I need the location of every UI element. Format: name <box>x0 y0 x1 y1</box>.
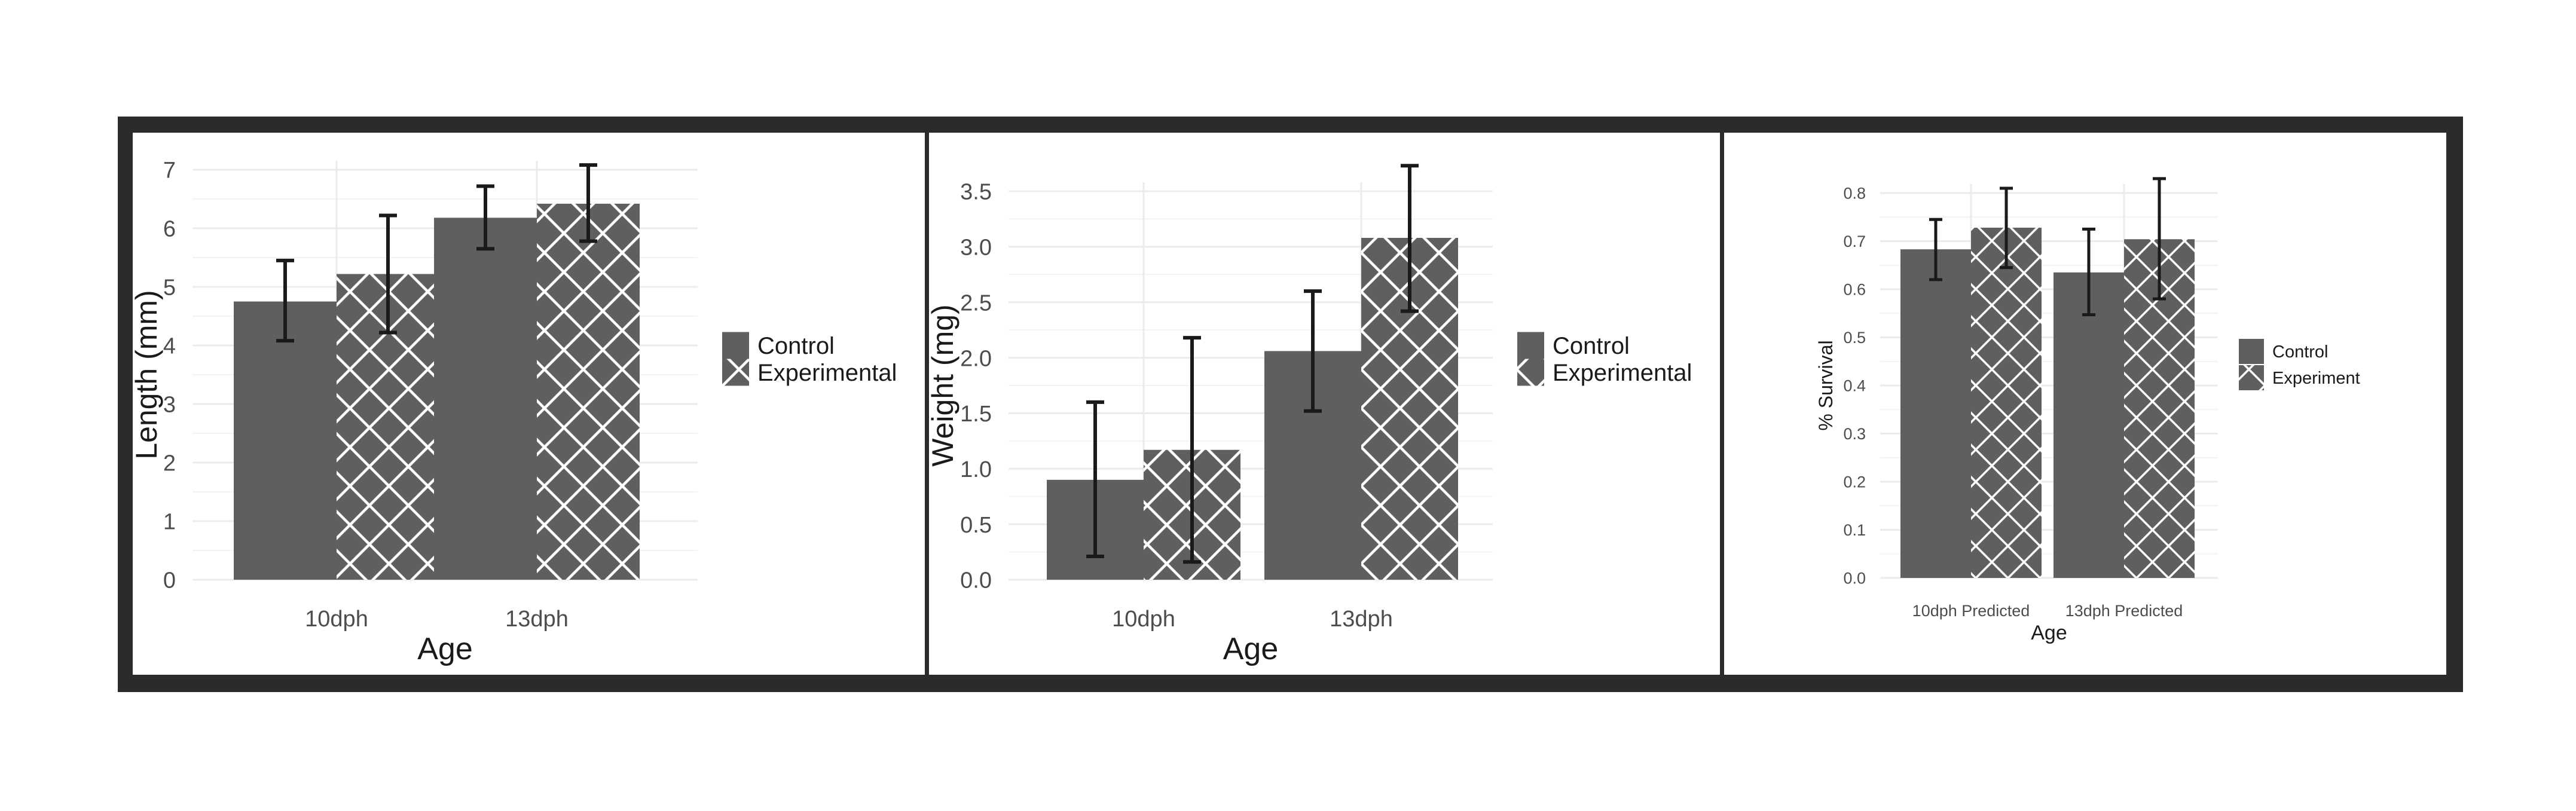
error-bar <box>276 258 294 343</box>
error-bar <box>1183 336 1201 564</box>
error-bar <box>1401 164 1419 313</box>
chart-panel-1: 0 1 2 3 4 5 6 7 10dph 13dph Age Length (mm) ControlE… <box>130 133 925 675</box>
y-tick-label: 1.0 <box>960 457 992 482</box>
legend-swatch <box>722 359 749 386</box>
error-bar <box>1304 289 1322 413</box>
y-tick-label: 0.2 <box>1843 473 1866 491</box>
error-bar <box>2082 227 2095 317</box>
y-tick-label: 0.4 <box>1843 377 1866 395</box>
x-tick-label: 10dph Predicted <box>1912 602 2030 620</box>
y-tick-label: 1.5 <box>960 402 992 427</box>
error-bar <box>1086 400 1104 558</box>
legend-item-experimental: Experimental <box>722 359 897 386</box>
legend: Control Experiment <box>2239 339 2360 390</box>
x-tick-label: 10dph <box>1112 607 1175 632</box>
y-tick-label: 6 <box>163 217 176 242</box>
error-bar <box>476 184 494 251</box>
bar-control-10dph <box>234 301 337 580</box>
legend-item-control: Control <box>1517 332 1630 359</box>
legend-label: Control <box>757 333 835 359</box>
error-bar <box>1929 218 1942 281</box>
legend-swatch <box>1517 359 1544 386</box>
y-tick-label: 3 <box>163 393 176 418</box>
legend-label: Experimental <box>1553 360 1692 386</box>
error-bars <box>276 163 597 343</box>
y-axis-label: % Survival <box>1815 340 1836 430</box>
y-tick-label: 0.1 <box>1843 521 1866 539</box>
y-tick-label: 0.7 <box>1843 232 1866 250</box>
bar-control-13dph-predicted <box>2054 272 2124 578</box>
bar-experiment-10dph-predicted <box>1971 227 2042 579</box>
y-tick-label: 4 <box>163 334 176 359</box>
y-tick-label: 2 <box>163 451 176 476</box>
bars <box>234 203 640 580</box>
y-tick-label: 2.0 <box>960 346 992 371</box>
legend-swatch <box>2239 365 2264 390</box>
x-axis-label: Age <box>417 632 473 666</box>
bar-control-13dph <box>434 218 537 580</box>
y-tick-label: 7 <box>163 158 176 183</box>
x-tick-label: 10dph <box>305 607 368 632</box>
legend-item-control: Control <box>2239 339 2329 364</box>
chart-panel-2: 0.0 0.5 1.0 1.5 2.0 2.5 3.0 3.5 10dph 13dph Age Wei… <box>926 133 1720 675</box>
chart-panel-3: 0.0 0.1 0.2 0.3 0.4 0.5 0.6 0.7 0.8 10dph Predict… <box>1724 133 2446 675</box>
y-tick-label: 0 <box>163 568 176 593</box>
error-bar <box>379 213 397 335</box>
y-tick-label: 3.0 <box>960 235 992 261</box>
y-tick-label: 0.0 <box>1843 570 1866 587</box>
legend-label: Experiment <box>2272 369 2360 388</box>
x-axis-label: Age <box>2031 622 2067 644</box>
legend-item-experimental: Experimental <box>1517 359 1692 386</box>
y-tick-label: 0.6 <box>1843 281 1866 299</box>
bar-experimental-13dph <box>537 203 640 580</box>
y-tick-label: 0.0 <box>960 568 992 593</box>
x-tick-label: 13dph <box>1330 607 1393 632</box>
error-bars <box>1086 164 1419 564</box>
y-tick-label: 3.5 <box>960 180 992 205</box>
y-tick-label: 0.3 <box>1843 425 1866 443</box>
legend-label: Control <box>1553 333 1630 359</box>
y-axis-label: Length (mm) <box>130 290 163 459</box>
x-axis-label: Age <box>1223 632 1279 666</box>
y-tick-label: 0.5 <box>1843 329 1866 347</box>
legend-item-control: Control <box>722 332 835 359</box>
y-tick-label: 0.8 <box>1843 185 1866 203</box>
y-tick-label: 2.5 <box>960 290 992 316</box>
legend-swatch <box>2239 339 2264 364</box>
error-bar <box>579 163 597 243</box>
error-bar <box>2153 177 2166 301</box>
error-bar <box>2000 186 2013 270</box>
legend-swatch <box>722 332 749 359</box>
legend-item-experiment: Experiment <box>2239 365 2360 390</box>
y-axis-label: Weight (mg) <box>926 304 959 466</box>
error-bars <box>1929 177 2166 317</box>
bar-control-10dph-predicted <box>1900 249 1971 578</box>
legend-swatch <box>1517 332 1544 359</box>
x-tick-label: 13dph <box>505 607 569 632</box>
y-tick-label: 1 <box>163 510 176 535</box>
legend-label: Control <box>2272 342 2329 362</box>
y-tick-label: 0.5 <box>960 513 992 538</box>
y-tick-label: 5 <box>163 276 176 301</box>
legend-label: Experimental <box>757 360 897 386</box>
x-tick-label: 13dph Predicted <box>2065 602 2183 620</box>
